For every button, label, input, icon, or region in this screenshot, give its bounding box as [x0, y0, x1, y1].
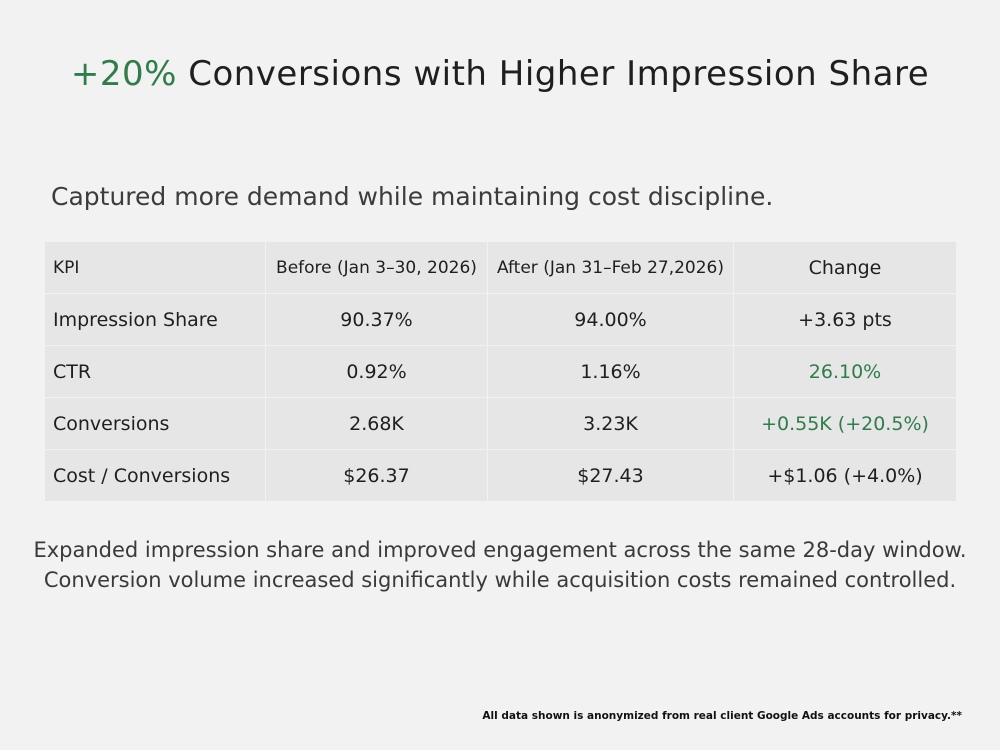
change-cell: 26.10% — [733, 345, 957, 398]
header-change: Change — [733, 241, 957, 294]
before-cell: 0.92% — [265, 345, 488, 398]
after-cell: 3.23K — [487, 397, 734, 450]
table-header-row: KPI Before (Jan 3–30, 2026) After (Jan 3… — [44, 241, 957, 294]
summary-note: Expanded impression share and improved e… — [0, 535, 1000, 595]
before-cell: 90.37% — [265, 293, 488, 346]
before-cell: $26.37 — [265, 449, 488, 502]
title-accent: +20% — [70, 54, 177, 94]
footer-disclaimer: All data shown is anonymized from real c… — [482, 710, 962, 722]
kpi-cell: CTR — [44, 345, 266, 398]
table-row: Impression Share 90.37% 94.00% +3.63 pts — [44, 293, 957, 346]
page-title: +20% Conversions with Higher Impression … — [0, 54, 1000, 94]
table-row: Cost / Conversions $26.37 $27.43 +$1.06 … — [44, 449, 957, 502]
kpi-cell: Impression Share — [44, 293, 266, 346]
change-cell: +3.63 pts — [733, 293, 957, 346]
header-before: Before (Jan 3–30, 2026) — [265, 241, 488, 294]
change-cell: +$1.06 (+4.0%) — [733, 449, 957, 502]
kpi-cell: Conversions — [44, 397, 266, 450]
header-after: After (Jan 31–Feb 27,2026) — [487, 241, 734, 294]
after-cell: 94.00% — [487, 293, 734, 346]
summary-line-2: Conversion volume increased significantl… — [43, 568, 957, 592]
header-kpi: KPI — [44, 241, 266, 294]
change-cell: +0.55K (+20.5%) — [733, 397, 957, 450]
after-cell: 1.16% — [487, 345, 734, 398]
subtitle: Captured more demand while maintaining c… — [51, 182, 774, 211]
after-cell: $27.43 — [487, 449, 734, 502]
before-cell: 2.68K — [265, 397, 488, 450]
kpi-table: KPI Before (Jan 3–30, 2026) After (Jan 3… — [44, 241, 957, 502]
summary-line-1: Expanded impression share and improved e… — [33, 538, 967, 562]
table-row: CTR 0.92% 1.16% 26.10% — [44, 345, 957, 398]
table-row: Conversions 2.68K 3.23K +0.55K (+20.5%) — [44, 397, 957, 450]
kpi-cell: Cost / Conversions — [44, 449, 266, 502]
title-text: Conversions with Higher Impression Share — [176, 54, 930, 94]
